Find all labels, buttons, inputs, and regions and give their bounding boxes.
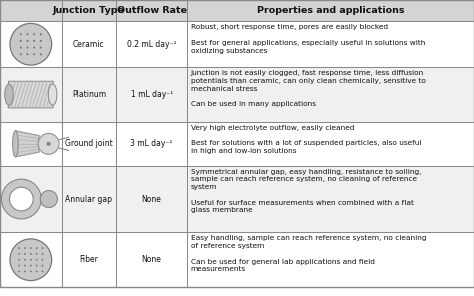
Bar [116,166,187,232]
Ellipse shape [40,33,42,35]
Ellipse shape [36,253,37,255]
Bar [0,232,62,287]
Text: Ceramic: Ceramic [73,40,105,49]
Ellipse shape [24,271,26,272]
Bar [187,0,474,21]
Ellipse shape [36,271,37,272]
Ellipse shape [36,259,37,261]
Bar [187,166,474,232]
Ellipse shape [38,133,59,154]
Ellipse shape [33,53,35,55]
Text: Junction is not easily clogged, fast response time, less diffusion
potentials th: Junction is not easily clogged, fast res… [191,70,426,107]
Ellipse shape [27,46,28,49]
Text: 3 mL day⁻¹: 3 mL day⁻¹ [130,139,173,148]
Bar [0,122,62,166]
Ellipse shape [1,179,41,219]
Bar [62,122,116,166]
Text: Properties and applications: Properties and applications [257,6,404,15]
Text: Annular gap: Annular gap [65,194,112,204]
Bar [116,67,187,122]
Bar [62,0,116,21]
Bar [62,166,116,232]
Text: 0.2 mL day⁻¹: 0.2 mL day⁻¹ [127,40,176,49]
Bar [187,67,474,122]
Text: Outflow Rate: Outflow Rate [117,6,187,15]
Bar [0,67,62,122]
Ellipse shape [5,84,13,105]
Ellipse shape [42,247,44,249]
Ellipse shape [10,23,52,65]
Bar [0,21,62,67]
Ellipse shape [20,46,22,49]
Bar [116,232,187,287]
Bar [116,122,187,166]
Ellipse shape [18,271,20,272]
Polygon shape [16,131,39,157]
Ellipse shape [18,265,20,266]
Ellipse shape [40,191,57,207]
Ellipse shape [30,247,32,249]
Ellipse shape [27,33,28,35]
Ellipse shape [33,33,35,35]
Ellipse shape [42,265,44,266]
Ellipse shape [30,265,32,266]
Bar [116,21,187,67]
Text: Very high electrolyte outflow, easily cleaned

Best for solutions with a lot of : Very high electrolyte outflow, easily cl… [191,125,421,154]
Bar [187,122,474,166]
Text: None: None [142,194,162,204]
Ellipse shape [42,259,44,261]
Text: Fiber: Fiber [80,255,98,264]
Ellipse shape [27,40,28,42]
Bar [62,21,116,67]
Ellipse shape [46,142,51,146]
Ellipse shape [27,53,28,55]
Ellipse shape [24,247,26,249]
Ellipse shape [20,53,22,55]
Ellipse shape [10,239,52,281]
Bar [187,232,474,287]
Bar [187,21,474,67]
Ellipse shape [48,84,57,105]
Text: Junction Type: Junction Type [53,6,125,15]
Ellipse shape [9,187,33,211]
Ellipse shape [20,33,22,35]
Ellipse shape [40,46,42,49]
Ellipse shape [30,259,32,261]
Ellipse shape [40,40,42,42]
Ellipse shape [24,265,26,266]
Bar [0,0,62,21]
Ellipse shape [42,271,44,272]
Ellipse shape [24,253,26,255]
Bar [0,166,62,232]
Ellipse shape [20,40,22,42]
Ellipse shape [30,253,32,255]
Ellipse shape [33,46,35,49]
Text: Robust, short response time, pores are easily blocked

Best for general applicat: Robust, short response time, pores are e… [191,24,425,54]
Ellipse shape [36,247,37,249]
Ellipse shape [36,265,37,266]
Ellipse shape [18,259,20,261]
Ellipse shape [42,253,44,255]
Bar [62,67,116,122]
Text: None: None [142,255,162,264]
Ellipse shape [24,259,26,261]
Text: Platinum: Platinum [72,90,106,99]
Ellipse shape [18,247,20,249]
Text: Ground joint: Ground joint [65,139,113,148]
Text: Easy handling, sample can reach reference system, no cleaning
of reference syste: Easy handling, sample can reach referenc… [191,235,426,272]
Bar [62,232,116,287]
Ellipse shape [30,271,32,272]
Text: Symmetrical annular gap, easy handling, resistance to soiling,
sample can reach : Symmetrical annular gap, easy handling, … [191,169,421,213]
Ellipse shape [40,53,42,55]
Ellipse shape [33,40,35,42]
Bar [116,0,187,21]
Ellipse shape [18,253,20,255]
Ellipse shape [13,131,18,157]
FancyBboxPatch shape [9,81,53,108]
Text: 1 mL day⁻¹: 1 mL day⁻¹ [130,90,173,99]
